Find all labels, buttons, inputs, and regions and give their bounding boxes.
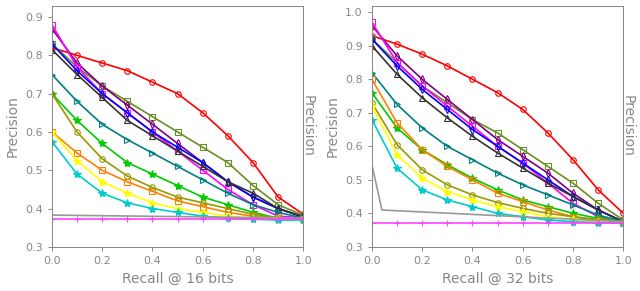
Y-axis label: Precision: Precision bbox=[300, 95, 314, 157]
X-axis label: Recall @ 32 bits: Recall @ 32 bits bbox=[442, 272, 554, 285]
X-axis label: Recall @ 16 bits: Recall @ 16 bits bbox=[122, 272, 234, 285]
Y-axis label: Precision: Precision bbox=[6, 95, 20, 157]
Y-axis label: Precision: Precision bbox=[620, 95, 634, 157]
Y-axis label: Precision: Precision bbox=[326, 95, 340, 157]
